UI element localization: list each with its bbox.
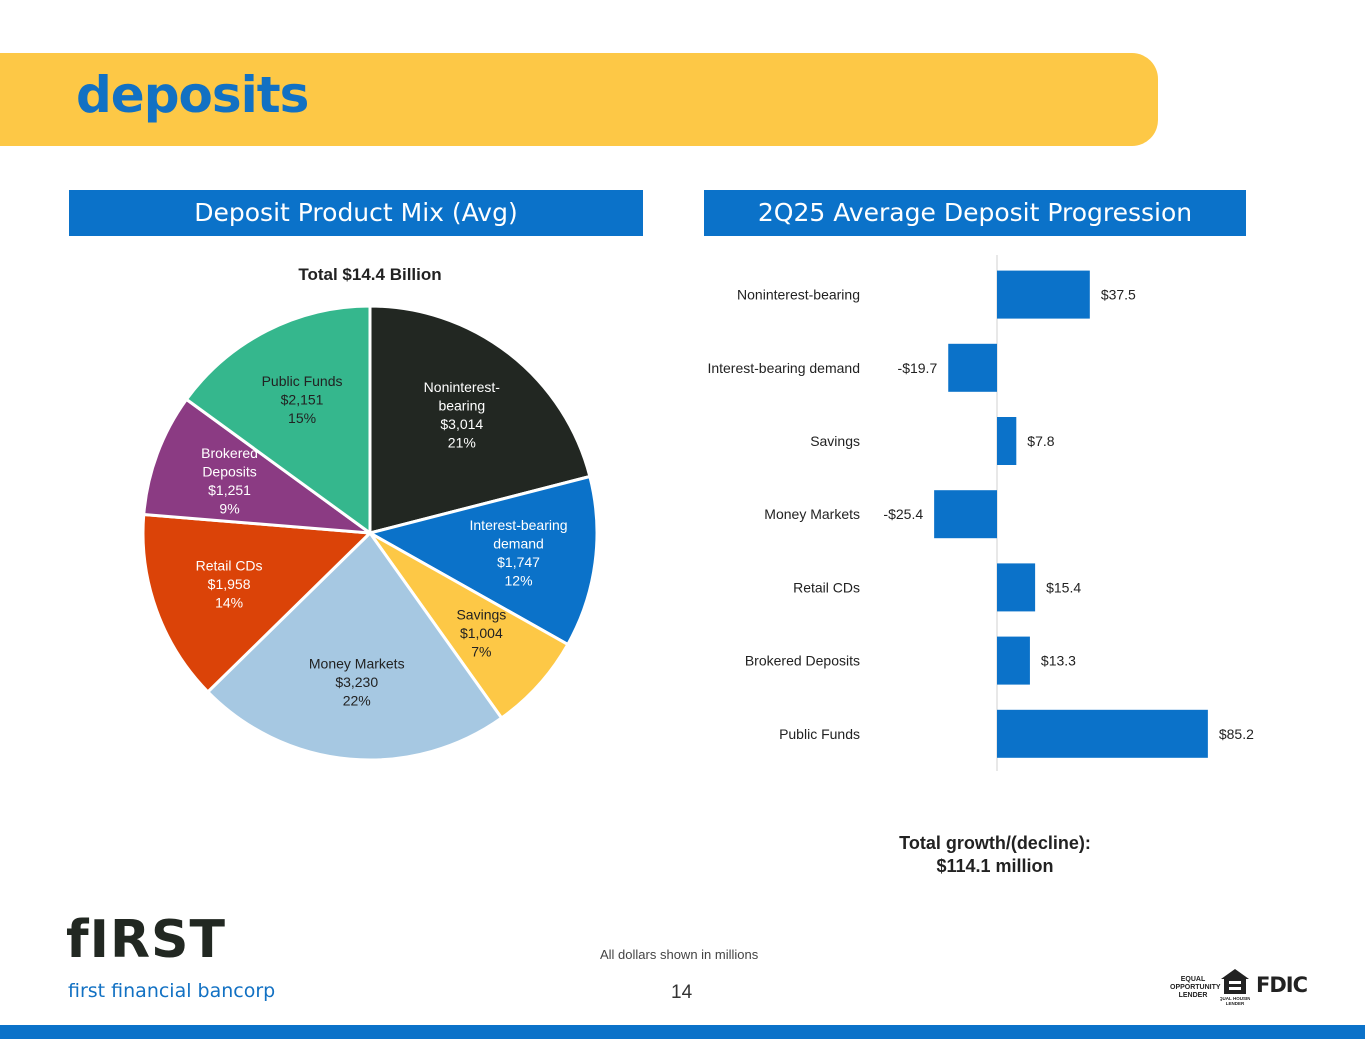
pie-slice-brokered-deposits [142,397,376,535]
bar-category-label: Retail CDs [793,579,860,595]
pie-label-interest-bearing-demand: Interest-bearing demand $1,747 12% [470,517,568,589]
bar-value-label: $37.5 [1101,287,1136,303]
footnote: All dollars shown in millions [600,947,759,962]
bar-value-label: $7.8 [1027,433,1054,449]
page-title: deposits [76,66,309,124]
equal-housing-lender-icon: EQUAL HOUSING LENDER [1220,969,1250,1006]
total-growth: Total growth/(decline): $114.1 million [870,832,1120,878]
bar-category-label: Money Markets [764,506,860,522]
bar-category-label: Brokered Deposits [745,653,860,669]
pie-label-brokered-deposits: Brokered Deposits $1,251 9% [201,445,258,517]
pie-label-savings: Savings $1,004 7% [456,607,506,660]
company-logo-tagline: first financial bancorp [68,980,276,1002]
bottom-accent-bar [0,1025,1365,1039]
bar-category-label: Noninterest-bearing [737,287,860,303]
product-mix-header: Deposit Product Mix (Avg) [69,190,643,236]
pie-label-public-funds: Public Funds $2,151 15% [262,373,343,426]
pie-slice-retail-cds [141,512,374,695]
bar [934,490,997,539]
total-growth-label: Total growth/(decline): [899,833,1091,853]
pie-label-noninterest-bearing: Noninterest-bearing $3,014 21% [424,379,501,451]
bar [997,563,1036,612]
bar [997,709,1208,758]
bar-value-label: -$25.4 [883,506,923,522]
bar-value-label: -$19.7 [898,360,938,376]
page-number: 14 [671,982,693,1003]
bar [948,343,997,392]
pie-title: Total $14.4 Billion [298,265,441,284]
pie-label-retail-cds: Retail CDs $1,958 14% [196,557,263,610]
bar-value-label: $13.3 [1041,653,1076,669]
total-growth-value: $114.1 million [936,856,1054,876]
bar [997,270,1090,319]
deposit-mix-pie-chart: Total $14.4 Billion Noninterest-bearing $3… [141,265,599,762]
bar-value-label: $85.2 [1219,726,1254,742]
pie-slice-noninterest-bearing [368,304,592,535]
deposit-progression-bar-chart: Noninterest-bearing $37.5 Interest-bearing… [707,255,1254,771]
title-band [0,53,1158,146]
fdic-logo: FDIC [1256,973,1308,997]
bar-category-label: Savings [810,433,860,449]
bar [997,417,1017,465]
pie-slice-public-funds [184,304,372,536]
pie-slice-interest-bearing-demand [366,474,599,647]
pie-label-money-markets: Money Markets $3,230 22% [309,656,405,709]
deposit-progression-header: 2Q25 Average Deposit Progression [704,190,1246,236]
svg-text:EQUAL HOUSING: EQUAL HOUSING [1220,996,1250,1001]
company-logo-wordmark: fIRST [66,910,226,970]
svg-text:LENDER: LENDER [1226,1001,1245,1006]
bar-value-label: $15.4 [1046,579,1081,595]
equal-opportunity-lender-logo: EQUAL OPPORTUNITY LENDER [1170,976,1221,999]
bar-category-label: Public Funds [779,726,860,742]
pie-slice-money-markets [205,530,504,762]
bar [997,636,1030,685]
bar-category-label: Interest-bearing demand [707,360,860,376]
